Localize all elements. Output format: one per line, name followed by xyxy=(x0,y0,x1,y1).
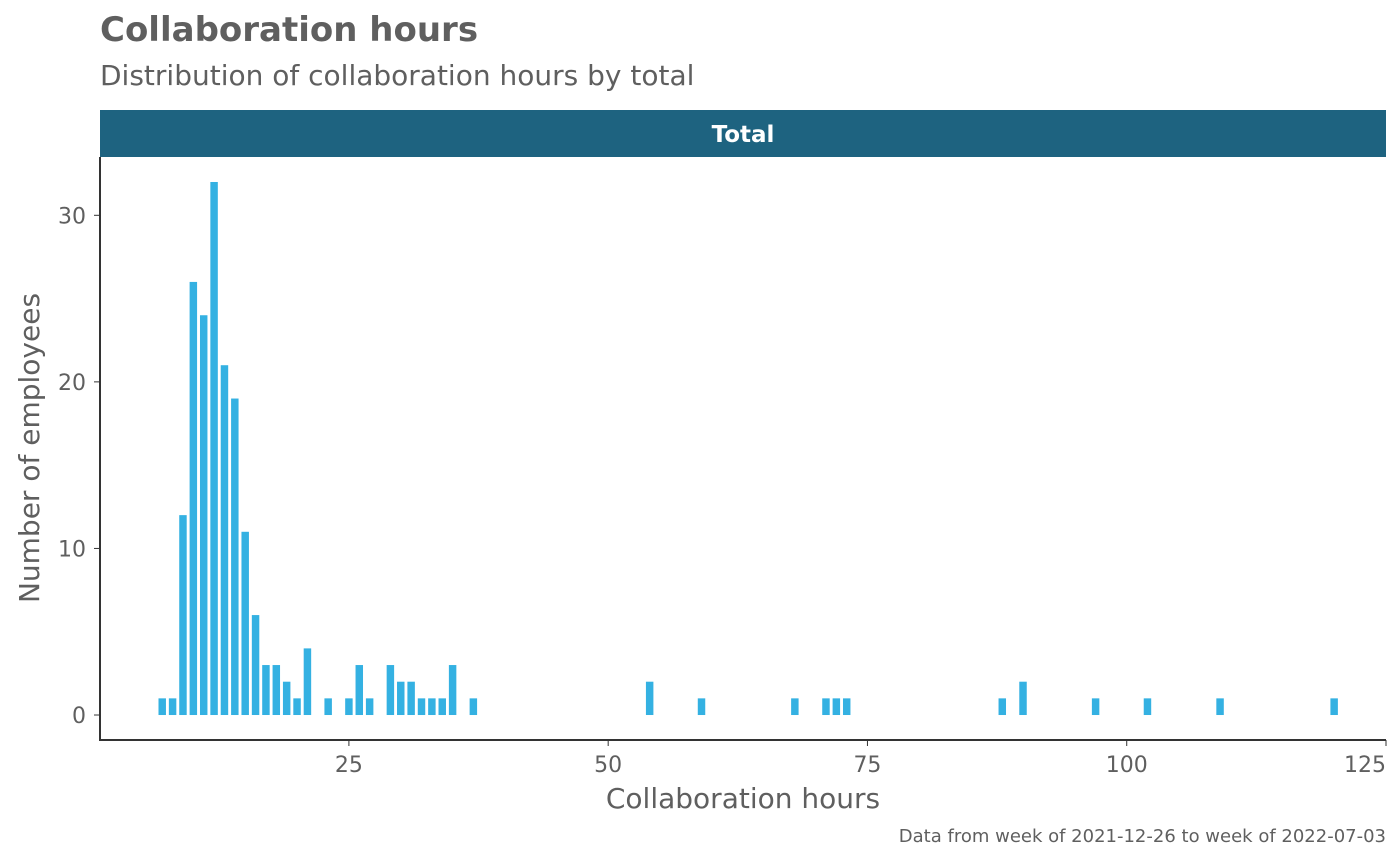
histogram-bar xyxy=(397,681,405,716)
histogram-bar xyxy=(168,698,177,716)
histogram-bar xyxy=(282,681,291,716)
histogram-bar xyxy=(355,665,364,716)
histogram-bar xyxy=(241,531,249,716)
histogram-bar xyxy=(158,698,166,716)
histogram-bar xyxy=(998,698,1007,716)
histogram-bar xyxy=(1143,698,1152,716)
histogram-bar xyxy=(199,315,208,716)
histogram-bar xyxy=(822,698,830,716)
y-ticks-group: 0 10 20 30 xyxy=(58,204,100,729)
histogram-bar xyxy=(1091,698,1100,716)
histogram-bar xyxy=(842,698,851,716)
histogram-bar xyxy=(231,398,239,716)
histogram-bar xyxy=(251,615,260,716)
y-tick-label: 30 xyxy=(58,204,86,229)
facet-label: Total xyxy=(712,122,775,148)
x-tick-label: 125 xyxy=(1344,753,1386,778)
chart-subtitle: Distribution of collaboration hours by t… xyxy=(100,59,695,92)
x-tick-label: 50 xyxy=(594,753,622,778)
histogram-bar xyxy=(345,698,353,716)
histogram-bar xyxy=(386,665,395,716)
histogram-bar xyxy=(220,365,229,716)
histogram-bar xyxy=(645,681,654,716)
histogram-bar xyxy=(210,181,218,716)
chart-caption: Data from week of 2021-12-26 to week of … xyxy=(898,826,1386,847)
y-tick-label: 0 xyxy=(72,704,86,729)
y-tick-label: 10 xyxy=(58,537,86,562)
histogram-bar xyxy=(407,681,415,716)
histogram-bar xyxy=(791,698,799,716)
histogram-bar xyxy=(832,698,841,716)
chart-title: Collaboration hours xyxy=(100,10,479,50)
x-tick-label: 25 xyxy=(335,753,363,778)
histogram-bar xyxy=(1330,698,1338,716)
histogram-bar xyxy=(469,698,478,716)
x-ticks-group: 25 50 75 100 125 xyxy=(335,740,1387,778)
histogram-bar xyxy=(365,698,374,716)
histogram-bar xyxy=(417,698,426,716)
histogram-bar xyxy=(189,281,198,716)
bars-group xyxy=(158,181,1338,716)
x-tick-label: 75 xyxy=(853,753,881,778)
histogram-bar xyxy=(324,698,332,716)
histogram-bar xyxy=(697,698,706,716)
x-axis-title: Collaboration hours xyxy=(606,782,880,815)
histogram-bar xyxy=(448,665,457,716)
y-axis-title: Number of employees xyxy=(13,293,46,603)
histogram-bar xyxy=(1216,698,1224,716)
histogram-bar xyxy=(179,515,187,716)
facet-strip xyxy=(100,110,1386,157)
histogram-bar xyxy=(438,698,446,716)
histogram-bar xyxy=(293,698,301,716)
x-tick-label: 100 xyxy=(1106,753,1148,778)
histogram-bar xyxy=(428,698,436,716)
histogram-bar xyxy=(303,648,312,716)
y-tick-label: 20 xyxy=(58,371,86,396)
histogram-bar xyxy=(1019,681,1027,716)
histogram-bar xyxy=(262,665,270,716)
histogram-bar xyxy=(272,665,281,716)
